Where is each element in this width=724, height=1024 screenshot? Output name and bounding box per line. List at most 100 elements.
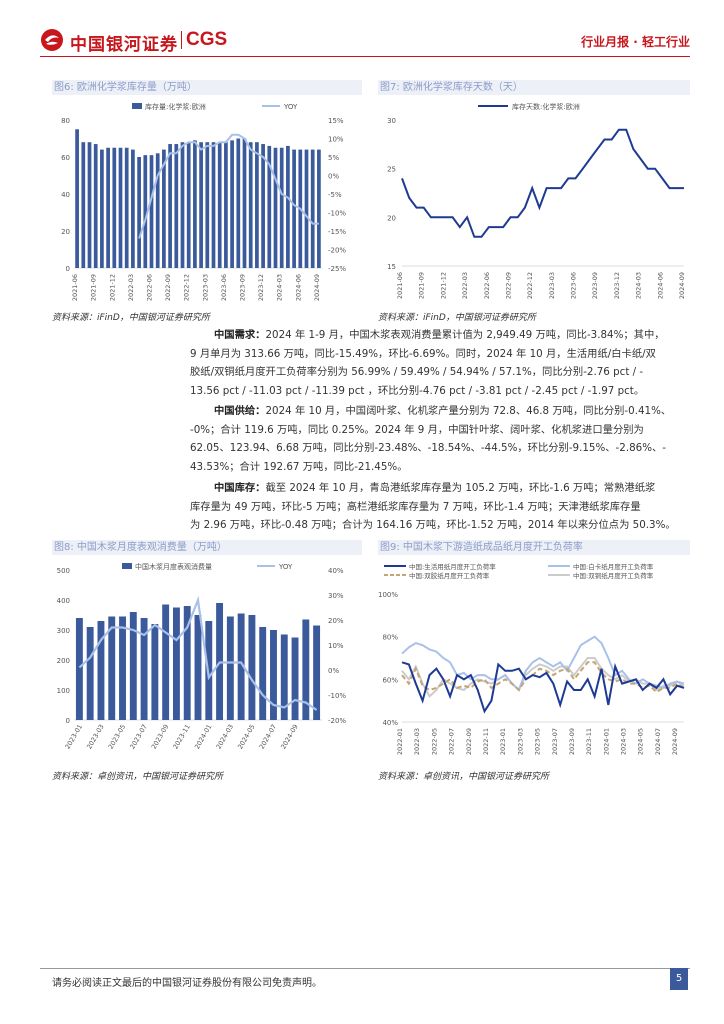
fig6-bar bbox=[75, 129, 79, 268]
fig6-yleft-tick: 40 bbox=[61, 191, 70, 199]
fig7-x-tick: 2024-09 bbox=[678, 272, 686, 299]
fig6-bar bbox=[242, 138, 247, 268]
fig6-yright-tick: -20% bbox=[328, 247, 346, 255]
fig7-x-tick: 2024-03 bbox=[635, 272, 643, 299]
fig8-bar bbox=[237, 613, 245, 720]
fig6-svg: 库存量:化学浆:欧洲 YOY 0 20 40 60 80 15% 10% 5% 0% -5% -10% -… bbox=[61, 102, 346, 301]
fig6-legend-swatch-bar bbox=[132, 103, 142, 109]
fig7-y-tick: 30 bbox=[387, 117, 396, 125]
fig6-bar bbox=[310, 149, 315, 268]
fig9-legend-item: 中国:生活用纸月度开工负荷率 bbox=[409, 562, 496, 571]
fig9-source: 资料来源：卓创资讯，中国银河证券研究所 bbox=[378, 772, 550, 782]
footer-divider bbox=[40, 968, 690, 969]
fig9-y-tick: 60% bbox=[382, 676, 398, 684]
fig9-legend-item: 中国:双铜纸月度开工负荷率 bbox=[573, 571, 654, 580]
fig8-bar bbox=[140, 618, 148, 720]
paragraph-inventory: 中国库存：截至 2024 年 10 月，青岛港纸浆库存量为 105.2 万吨，环… bbox=[190, 479, 690, 535]
fig6-yleft-tick: 80 bbox=[61, 117, 70, 125]
fig6-x-tick: 2023-06 bbox=[220, 274, 228, 301]
fig8-yright-tick: -10% bbox=[328, 692, 346, 700]
fig6-bar bbox=[100, 149, 104, 268]
fig6-bar bbox=[304, 149, 309, 268]
fig8-x-tick: 2023-09 bbox=[150, 723, 171, 751]
fig9-x-tick: 2023-09 bbox=[568, 728, 576, 755]
supply-line-0: 2024 年 10 月，中国阔叶浆、化机浆产量分别为 72.8、46.8 万吨，… bbox=[265, 405, 672, 417]
fig6-bar bbox=[279, 147, 284, 268]
fig6-x-tick: 2023-03 bbox=[201, 274, 209, 301]
fig9-legend-item: 中国:白卡纸月度开工负荷率 bbox=[573, 562, 654, 571]
fig9-x-tick: 2024-03 bbox=[620, 728, 628, 755]
fig6-bar bbox=[248, 142, 253, 268]
supply-line-2: 62.05、123.94、6.68 万吨，同比分别-23.48%、-18.54%… bbox=[190, 442, 666, 455]
fig6-yright-tick: 15% bbox=[328, 117, 344, 125]
fig8-x-tick: 2023-11 bbox=[171, 723, 192, 751]
fig8-title: 图8: 中国木浆月度表观消费量（万吨） bbox=[52, 540, 362, 555]
fig8-yoy-line bbox=[78, 595, 318, 711]
fig7-x-tick: 2022-06 bbox=[483, 272, 491, 299]
fig9-x-tick: 2023-05 bbox=[534, 728, 542, 755]
fig6-x-tick: 2021-06 bbox=[71, 274, 79, 301]
fig9-x-tick: 2024-07 bbox=[654, 728, 662, 755]
fig6-yoy-line bbox=[138, 133, 319, 239]
fig8-yright-tick: 30% bbox=[328, 592, 344, 600]
fig9-x-tick: 2024-01 bbox=[602, 728, 610, 755]
fig8-x-tick: 2024-07 bbox=[258, 723, 279, 751]
fig6-bar bbox=[143, 155, 148, 268]
fig6-bar bbox=[186, 142, 191, 268]
fig7-line bbox=[401, 128, 684, 238]
fig8-bar bbox=[248, 615, 256, 720]
fig8-yleft-tick: 400 bbox=[57, 597, 70, 605]
demand-line-3: 13.56 pct / -11.03 pct / -11.39 pct ，环比分… bbox=[190, 384, 645, 397]
supply-line-1: -0%；合计 119.6 万吨，同比 0.25%。2024 年 9 月，中国针叶… bbox=[190, 423, 644, 436]
fig8-x-tick: 2023-07 bbox=[128, 723, 149, 751]
fig6-x-tick: 2021-12 bbox=[108, 274, 116, 301]
fig6-bar bbox=[149, 155, 154, 268]
fig9-title: 图9: 中国木浆下游造纸成品纸月度开工负荷率 bbox=[378, 540, 690, 555]
fig9-x-tick: 2022-01 bbox=[396, 728, 404, 755]
demand-line-0: 2024 年 1-9 月，中国木浆表观消费量累计值为 2,949.49 万吨，同… bbox=[265, 329, 665, 341]
fig7-y-tick: 25 bbox=[387, 166, 396, 174]
fig6-bar bbox=[211, 142, 216, 268]
fig8-legend-line: YOY bbox=[278, 563, 293, 571]
fig9-x-tick: 2023-01 bbox=[499, 728, 507, 755]
fig8-x-tick: 2023-01 bbox=[64, 723, 85, 751]
supply-line-3: 43.53%；合计 192.67 万吨，同比-21.45%。 bbox=[190, 460, 408, 473]
fig6-bar bbox=[236, 138, 241, 268]
report-section: 行业月报 · 轻工行业 bbox=[581, 35, 690, 49]
fig6-x-tick: 2022-06 bbox=[146, 274, 154, 301]
fig9-x-tick: 2022-05 bbox=[430, 728, 438, 755]
fig8-bar bbox=[259, 627, 267, 720]
fig8-bar bbox=[162, 604, 170, 720]
header-divider bbox=[40, 56, 690, 57]
logo-text-cn: 中国银河证券 bbox=[70, 35, 178, 55]
fig6-bar bbox=[137, 157, 141, 268]
fig6-bar bbox=[124, 147, 129, 268]
fig9-x-tick: 2022-11 bbox=[482, 728, 490, 755]
fig8-bar bbox=[280, 634, 288, 720]
fig6-bar bbox=[162, 149, 166, 268]
fig9-x-tick: 2023-03 bbox=[516, 728, 524, 755]
fig6-yright-tick: -5% bbox=[328, 191, 342, 199]
fig7-x-tick: 2023-12 bbox=[613, 272, 621, 299]
fig7-x-tick: 2022-09 bbox=[504, 272, 512, 299]
fig6-bar bbox=[168, 144, 172, 268]
fig8-yright-tick: -20% bbox=[328, 717, 346, 725]
fig7-x-tick: 2022-03 bbox=[461, 272, 469, 299]
fig8-legend-bar: 中国木浆月度表观消费量 bbox=[135, 562, 212, 571]
fig7-x-tick: 2022-12 bbox=[526, 272, 534, 299]
fig6-x-tick: 2021-09 bbox=[90, 274, 98, 301]
fig6-yleft-tick: 0 bbox=[66, 265, 70, 273]
fig6-bar bbox=[81, 142, 86, 268]
logo-divider bbox=[181, 31, 182, 49]
fig8-bar bbox=[86, 627, 94, 720]
fig8-bar bbox=[75, 618, 83, 720]
fig6-title: 图6: 欧洲化学浆库存量（万吨） bbox=[52, 80, 362, 95]
footer-disclaimer: 请务必阅读正文最后的中国银河证券股份有限公司免责声明。 bbox=[52, 978, 322, 989]
fig6-yright-tick: -25% bbox=[328, 265, 346, 273]
fig7-x-tick: 2021-12 bbox=[439, 272, 447, 299]
fig8-bar bbox=[151, 624, 159, 720]
fig9-svg: 中国:生活用纸月度开工负荷率 中国:白卡纸月度开工负荷率中国:双胶纸月度开工负荷率… bbox=[378, 562, 685, 755]
fig8-x-tick: 2024-05 bbox=[236, 723, 257, 751]
inventory-line-0: 截至 2024 年 10 月，青岛港纸浆库存量为 105.2 万吨，环比-1.6… bbox=[265, 482, 656, 494]
demand-line-2: 胶纸/双铜纸月度开工负荷率分别为 56.99% / 59.49% / 54.94… bbox=[190, 366, 644, 379]
